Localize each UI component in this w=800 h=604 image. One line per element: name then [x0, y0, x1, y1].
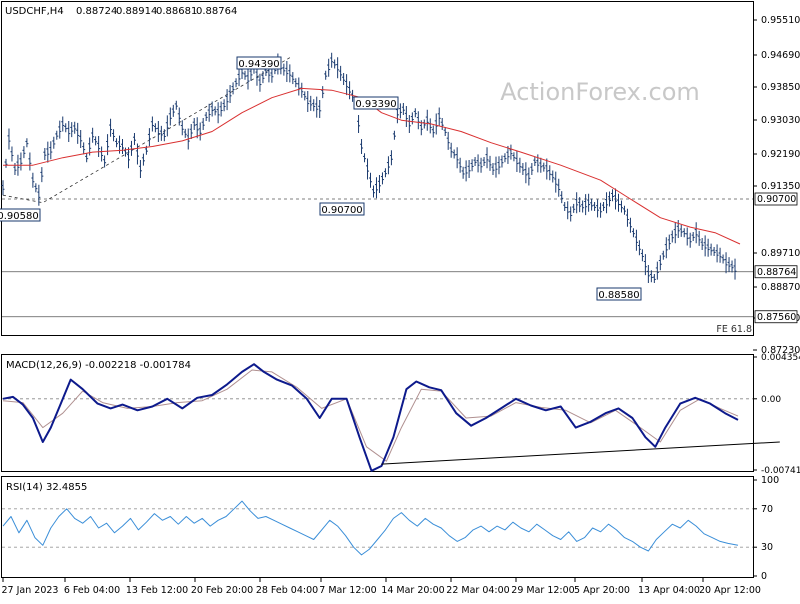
rsi-tick-label: 0 [761, 571, 767, 582]
recent-low-label-box [596, 287, 642, 301]
swing-label: 0.93390 [355, 99, 396, 110]
ohlc-close: 0.88764 [196, 6, 237, 17]
price-tick-label: 0.89710 [761, 248, 800, 259]
recent-low-label: 0.88580 [598, 290, 639, 301]
x-tick-label: 14 Mar 20:00 [381, 585, 444, 596]
price-tick-label: 0.87230 [761, 345, 800, 356]
ohlc-low: 0.88681 [156, 6, 197, 17]
x-tick-label: 22 Mar 04:00 [446, 585, 509, 596]
rsi-tick-label: 70 [761, 504, 773, 515]
price-tick-label: 0.93850 [761, 82, 800, 93]
ohlc-high: 0.88914 [116, 6, 157, 17]
price-tick-label: 0.91350 [761, 181, 800, 192]
x-tick-label: 5 Apr 20:00 [574, 585, 630, 596]
high-label: 0.94390 [238, 59, 279, 70]
macd-signal-line [2, 369, 739, 462]
rsi-tick-label: 30 [761, 542, 773, 553]
axis-level-box [754, 192, 798, 206]
price-tick-label: 0.94690 [761, 50, 800, 61]
ohlc-open: 0.88724 [76, 6, 117, 17]
axis-level-label: 0.90700 [757, 194, 796, 205]
macd-tick-label: 0.00 [761, 395, 781, 405]
fe-label: FE 61.8 [716, 324, 752, 335]
macd-series-layer [2, 363, 780, 472]
macd-tick-label: -0.007417 [761, 466, 800, 476]
price-chart-title: USDCHF,H4 [5, 6, 64, 17]
macd-tick-label: 0.004354 [761, 353, 800, 363]
x-tick-label: 27 Jan 2023 [2, 585, 59, 596]
axes-layer: 0.95510 0.94690 0.93850 0.93030 0.92190 0.913… [2, 15, 800, 596]
x-tick-label: 20 Feb 20:00 [191, 585, 253, 596]
support-label-box [319, 202, 365, 216]
macd-divergence-line [381, 441, 780, 465]
rsi-tick-label: 100 [761, 475, 779, 486]
price-tick-label: 0.93030 [761, 115, 800, 126]
watermark: ActionForex.com [500, 78, 700, 106]
high-label-box [236, 56, 282, 70]
rsi-series-layer [2, 500, 753, 556]
x-tick-label: 28 Feb 04:00 [256, 585, 318, 596]
trend-line [2, 56, 293, 204]
low-label: 0.90580 [0, 211, 39, 222]
rsi-panel-border [1, 476, 754, 578]
x-tick-label: 13 Feb 12:00 [126, 585, 188, 596]
price-panel-border [1, 1, 754, 336]
swing-label-box [353, 96, 399, 110]
price-tick-label: 0.92190 [761, 149, 800, 160]
macd-panel-border [1, 354, 754, 472]
moving-average-line [3, 87, 741, 245]
macd-line [2, 363, 739, 472]
axis-level-label: 0.88764 [757, 267, 796, 278]
x-tick-label: 29 Mar 12:00 [511, 585, 574, 596]
x-tick-label: 7 Mar 12:00 [319, 585, 376, 596]
x-tick-label: 20 Apr 12:00 [699, 585, 761, 596]
axis-level-box [754, 310, 798, 324]
rsi-title: RSI(14) 32.4855 [6, 482, 87, 493]
support-label: 0.90700 [321, 205, 362, 216]
x-tick-label: 13 Apr 04:00 [638, 585, 700, 596]
x-tick-label: 6 Feb 04:00 [64, 585, 120, 596]
price-series-layer: 0.94390 0.93390 0.90700 0.90580 0.88580 [0, 52, 753, 318]
low-label-box [0, 208, 41, 222]
price-tick-label: 0.88870 [761, 282, 800, 293]
macd-title: MACD(12,26,9) -0.002218 -0.001784 [6, 360, 191, 371]
rsi-line [2, 500, 739, 556]
axis-level-box [754, 265, 798, 279]
axis-level-label: 0.87560 [757, 312, 796, 323]
price-tick-label: 0.95510 [761, 15, 800, 26]
